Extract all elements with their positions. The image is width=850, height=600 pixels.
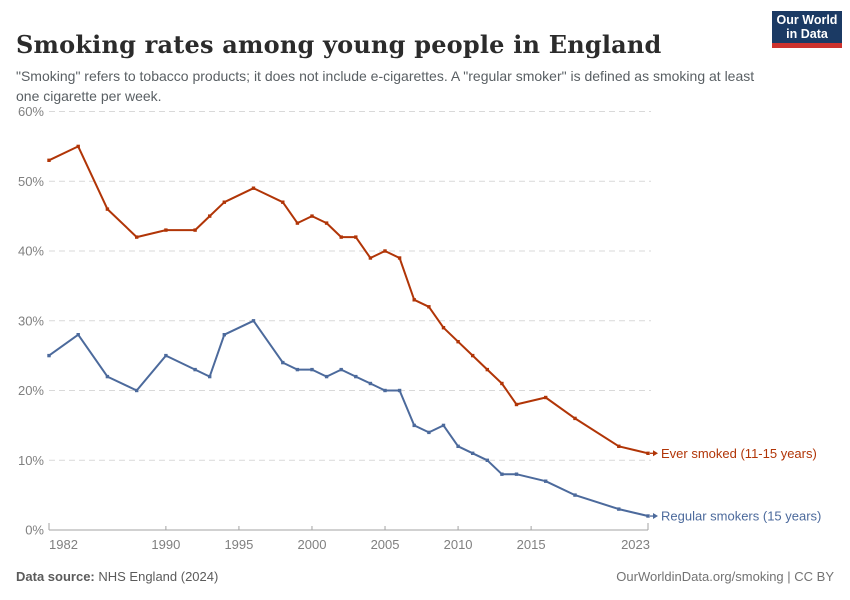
data-source: Data source: NHS England (2024) xyxy=(16,569,218,584)
series-marker-1-1998[interactable] xyxy=(281,360,285,365)
series-label-arrow-icon-0 xyxy=(653,450,658,457)
series-marker-1-2014[interactable] xyxy=(514,472,519,476)
x-tick-label-2005: 2005 xyxy=(371,537,400,552)
owid-logo-line2: in Data xyxy=(786,27,828,41)
series-marker-0-2023[interactable] xyxy=(646,451,650,455)
series-marker-0-1982[interactable] xyxy=(47,158,51,162)
x-tick-label-1990: 1990 xyxy=(151,537,180,552)
series-marker-1-1999[interactable] xyxy=(295,367,300,372)
credit-link[interactable]: OurWorldinData.org/smoking | CC BY xyxy=(616,569,834,584)
series-marker-1-2021[interactable] xyxy=(617,507,621,511)
series-marker-0-1999[interactable] xyxy=(295,221,300,225)
series-marker-1-2023[interactable] xyxy=(646,514,650,518)
owid-logo[interactable]: Our World in Data xyxy=(772,11,842,48)
series-marker-1-1988[interactable] xyxy=(135,388,139,393)
series-line-1[interactable] xyxy=(48,319,649,517)
series-marker-0-2016[interactable] xyxy=(544,395,548,400)
series-marker-1-2000[interactable] xyxy=(310,367,314,372)
series-marker-0-2009[interactable] xyxy=(441,326,446,330)
series-marker-0-1996[interactable] xyxy=(251,186,256,190)
series-marker-1-1994[interactable] xyxy=(222,333,226,337)
series-marker-1-2001[interactable] xyxy=(324,374,329,379)
series-marker-0-2012[interactable] xyxy=(485,367,489,372)
y-tick-label-0: 0% xyxy=(25,523,44,538)
y-tick-label-60: 60% xyxy=(18,104,44,119)
y-tick-label-40: 40% xyxy=(18,244,44,259)
series-marker-1-2018[interactable] xyxy=(573,493,577,497)
series-marker-1-2010[interactable] xyxy=(456,444,460,448)
series-marker-0-2000[interactable] xyxy=(310,214,314,218)
series-marker-0-2018[interactable] xyxy=(573,416,577,421)
y-tick-label-10: 10% xyxy=(18,453,44,468)
series-marker-1-1986[interactable] xyxy=(105,374,110,379)
y-tick-label-20: 20% xyxy=(18,383,44,398)
series-marker-0-2021[interactable] xyxy=(617,444,621,448)
chart-subtitle: "Smoking" refers to tobacco products; it… xyxy=(16,68,755,104)
data-source-value: NHS England (2024) xyxy=(94,569,219,584)
series-marker-0-2005[interactable] xyxy=(383,249,387,253)
x-tick-label-2010: 2010 xyxy=(444,537,473,552)
series-marker-0-2002[interactable] xyxy=(339,235,343,239)
series-marker-1-1984[interactable] xyxy=(76,333,80,337)
x-tick-label-2023: 2023 xyxy=(621,537,650,552)
chart-footer: Data source: NHS England (2024) OurWorld… xyxy=(16,569,834,584)
page-title: Smoking rates among young people in Engl… xyxy=(16,30,662,60)
y-tick-label-30: 30% xyxy=(18,313,44,328)
series-marker-0-2010[interactable] xyxy=(456,340,460,344)
series-marker-1-2006[interactable] xyxy=(397,388,402,393)
series-marker-1-2003[interactable] xyxy=(354,374,358,379)
series-marker-0-1994[interactable] xyxy=(222,200,226,204)
data-source-label: Data source: xyxy=(16,569,95,584)
series-marker-1-2007[interactable] xyxy=(412,423,416,428)
series-marker-0-2013[interactable] xyxy=(500,381,504,386)
series-marker-0-1993[interactable] xyxy=(208,214,212,218)
series-marker-1-1982[interactable] xyxy=(47,353,51,358)
series-marker-0-1984[interactable] xyxy=(76,144,80,149)
x-tick-label-2015: 2015 xyxy=(517,537,546,552)
series-marker-1-2008[interactable] xyxy=(427,430,431,435)
series-marker-0-2001[interactable] xyxy=(324,221,329,225)
series-marker-1-2005[interactable] xyxy=(383,388,387,393)
series-marker-1-2004[interactable] xyxy=(368,381,373,386)
series-marker-1-1996[interactable] xyxy=(251,319,256,323)
series-marker-1-2011[interactable] xyxy=(471,451,475,455)
series-line-0[interactable] xyxy=(48,145,649,455)
series-marker-0-2004[interactable] xyxy=(368,256,373,260)
series-marker-0-1986[interactable] xyxy=(105,207,110,211)
y-tick-label-50: 50% xyxy=(18,174,44,189)
series-marker-0-1992[interactable] xyxy=(193,228,197,232)
series-marker-1-1993[interactable] xyxy=(208,374,212,379)
series-marker-0-2011[interactable] xyxy=(471,353,475,358)
series-marker-1-2012[interactable] xyxy=(485,458,489,462)
series-label-0: Ever smoked (11-15 years) xyxy=(661,446,817,461)
series-marker-1-1992[interactable] xyxy=(193,367,197,372)
series-marker-0-2006[interactable] xyxy=(397,256,402,260)
series-marker-1-1990[interactable] xyxy=(164,353,168,358)
series-marker-0-1988[interactable] xyxy=(135,235,139,239)
series-marker-0-1998[interactable] xyxy=(281,200,285,204)
series-marker-0-1990[interactable] xyxy=(164,228,168,232)
series-marker-1-2016[interactable] xyxy=(544,479,548,483)
x-tick-label-1995: 1995 xyxy=(224,537,253,552)
owid-logo-line1: Our World xyxy=(776,13,838,27)
series-label-1: Regular smokers (15 years) xyxy=(661,509,821,524)
series-marker-0-2003[interactable] xyxy=(354,235,358,239)
series-marker-1-2013[interactable] xyxy=(500,472,504,476)
x-tick-label-2000: 2000 xyxy=(298,537,327,552)
series-marker-1-2009[interactable] xyxy=(441,423,446,428)
series-label-arrow-icon-1 xyxy=(653,513,658,520)
series-marker-0-2014[interactable] xyxy=(514,402,519,407)
series-marker-1-2002[interactable] xyxy=(339,367,343,372)
x-tick-label-1982: 1982 xyxy=(49,537,78,552)
series-marker-0-2007[interactable] xyxy=(412,298,416,302)
series-marker-0-2008[interactable] xyxy=(427,305,431,309)
